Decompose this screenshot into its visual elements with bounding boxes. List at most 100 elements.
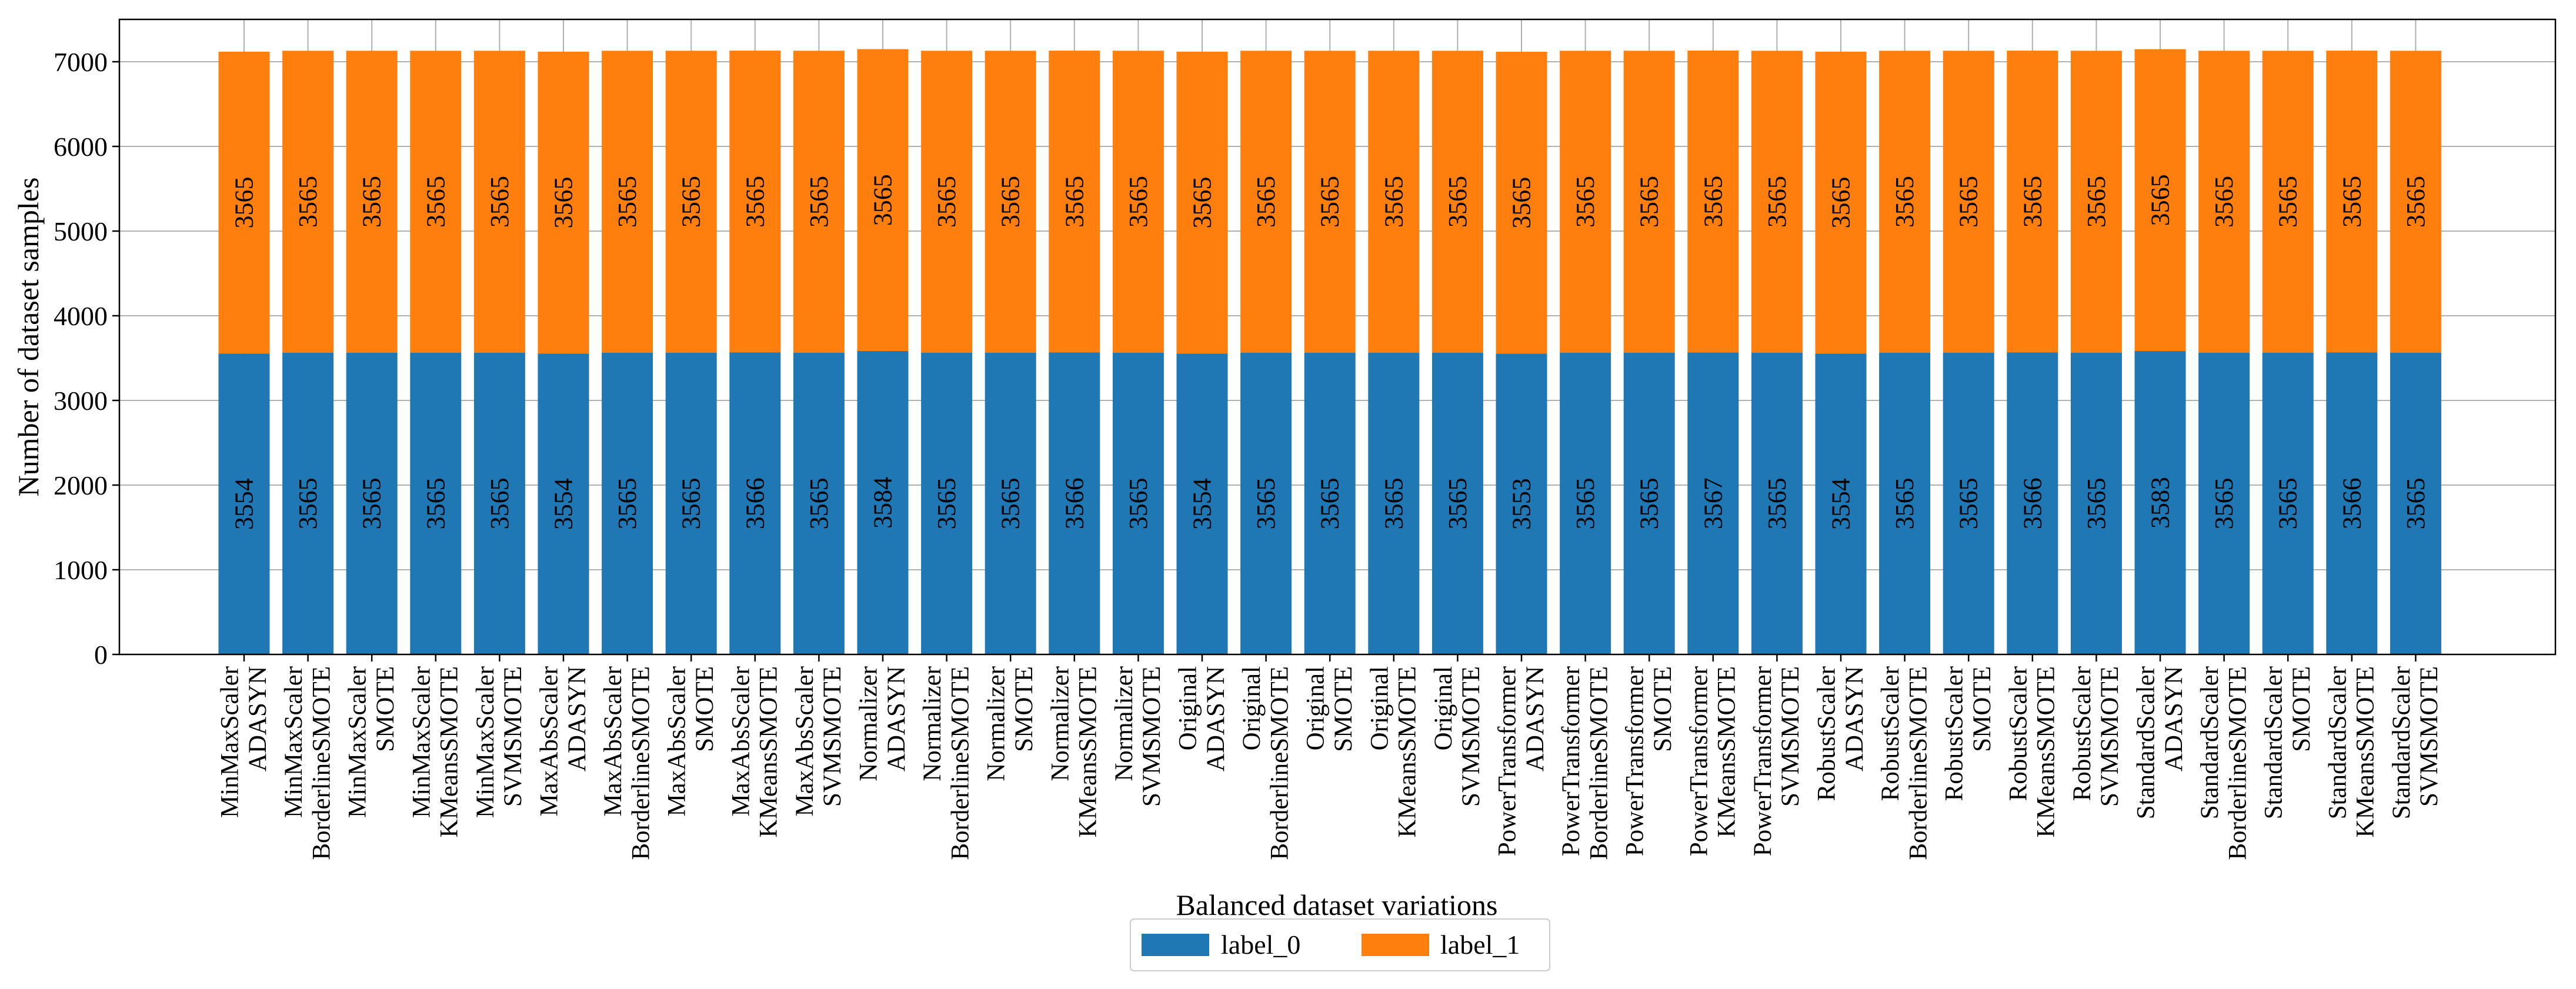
bar-value-label-1: 3565: [740, 176, 769, 228]
bar-label-0: [1496, 353, 1547, 654]
y-tick-label: 5000: [54, 216, 108, 246]
bar-value-label-0: 3565: [932, 477, 961, 529]
x-tick-label: RobustScalerSMOTE: [1941, 666, 1996, 801]
bar-value-label-1: 3565: [1571, 176, 1600, 228]
bar-label-1: [473, 51, 525, 353]
bar-value-label-0: 3565: [1316, 477, 1344, 529]
bar-value-label-1: 3565: [2018, 176, 2047, 228]
x-axis-label: Balanced dataset variations: [1176, 888, 1498, 921]
bar-value-label-1: 3565: [1507, 177, 1536, 229]
x-tick-label: RobustScalerADASYN: [1813, 666, 1868, 801]
y-axis-label: Number of dataset samples: [12, 178, 45, 497]
bar-label-0: [857, 350, 909, 654]
bar-label-1: [1879, 51, 1931, 353]
bar-label-1: [1751, 51, 1803, 353]
bar-label-1: [538, 51, 589, 354]
bar-value-label-0: 3554: [230, 478, 259, 530]
bar-value-label-0: 3565: [1379, 477, 1408, 529]
bar-label-0: [346, 352, 398, 654]
x-tick-label: MaxAbsScalerSVMSMOTE: [791, 666, 846, 817]
bar-value-label-1: 3565: [230, 177, 259, 229]
bar-value-label-1: 3565: [549, 177, 578, 229]
bar-value-label-1: 3565: [485, 176, 514, 228]
bar-value-label-1: 3565: [1060, 176, 1089, 228]
bars: [218, 49, 2441, 654]
x-tick-label: PowerTransformerADASYN: [1494, 666, 1549, 856]
bar-label-0: [1112, 352, 1164, 654]
x-tick-label: NormalizerADASYN: [855, 666, 910, 781]
bar-label-0: [410, 352, 462, 654]
bar-value-label-1: 3565: [932, 176, 961, 228]
bar-label-1: [1943, 51, 1994, 353]
bar-value-label-1: 3565: [1252, 176, 1280, 228]
bar-value-label-1: 3565: [358, 176, 386, 228]
bar-value-label-0: 3565: [996, 477, 1025, 529]
x-axis-ticks: MinMaxScalerADASYN MinMaxScalerBorderline…: [216, 654, 2443, 860]
bar-label-1: [2262, 51, 2314, 353]
bar-label-0: [1240, 352, 1292, 654]
bar-value-label-0: 3565: [1252, 477, 1280, 529]
bar-label-1: [1304, 51, 1356, 353]
bar-value-label-0: 3554: [1827, 478, 1856, 530]
bar-label-1: [1240, 51, 1292, 353]
bar-value-label-1: 3565: [613, 176, 642, 228]
bar-value-label-1: 3565: [1763, 176, 1791, 228]
bar-label-0: [282, 352, 334, 654]
bar-label-1: [346, 51, 398, 353]
bar-label-0: [2070, 352, 2122, 654]
bar-label-1: [602, 51, 653, 353]
bar-label-0: [1879, 352, 1931, 654]
bar-label-1: [1623, 51, 1675, 353]
bar-value-label-0: 3565: [805, 477, 833, 529]
bar-label-0: [921, 352, 973, 654]
bar-label-1: [2070, 51, 2122, 353]
bar-label-0: [218, 353, 270, 654]
bar-label-0: [1687, 352, 1739, 654]
x-tick-label: PowerTransformerKMeansSMOTE: [1685, 666, 1740, 856]
bar-value-label-0: 3565: [2401, 477, 2430, 529]
bar-label-0: [538, 353, 589, 654]
x-tick-label: MinMaxScalerBorderlineSMOTE: [280, 666, 335, 860]
bar-value-labels: 3554 3565 3565 3565 3565 3565 3565 3565 3565 3565…: [230, 174, 2430, 530]
bar-value-label-1: 3565: [1316, 176, 1344, 228]
x-tick-label: OriginalBorderlineSMOTE: [1238, 666, 1293, 860]
bar-label-0: [1304, 352, 1356, 654]
bar-value-label-0: 3566: [2337, 477, 2366, 529]
bar-label-1: [1112, 51, 1164, 353]
bar-value-label-0: 3565: [1443, 477, 1472, 529]
x-tick-label: StandardScalerBorderlineSMOTE: [2196, 666, 2251, 860]
legend-frame: [1130, 918, 1550, 971]
bar-label-0: [1623, 352, 1675, 654]
x-tick-label: PowerTransformerBorderlineSMOTE: [1557, 666, 1613, 860]
bar-value-label-0: 3565: [613, 477, 642, 529]
bar-value-label-1: 3565: [2210, 176, 2238, 228]
bar-label-1: [1687, 50, 1739, 353]
bar-label-0: [1751, 352, 1803, 654]
x-tick-label: RobustScalerSVMSMOTE: [2068, 666, 2124, 807]
x-tick-label: PowerTransformerSVMSMOTE: [1749, 666, 1804, 856]
bar-value-label-0: 3565: [293, 477, 322, 529]
bar-label-1: [1368, 51, 1420, 353]
bar-label-1: [2390, 51, 2441, 353]
x-tick-label: MaxAbsScalerBorderlineSMOTE: [599, 666, 655, 860]
legend: label_0 label_1: [1130, 918, 1550, 971]
bar-value-label-1: 3565: [996, 176, 1025, 228]
bar-value-label-0: 3565: [1124, 477, 1153, 529]
bar-label-1: [793, 51, 845, 353]
bar-value-label-0: 3554: [549, 478, 578, 530]
bar-value-label-1: 3565: [1827, 177, 1856, 229]
bar-value-label-1: 3565: [805, 176, 833, 228]
bar-value-label-1: 3565: [2337, 176, 2366, 228]
bar-label-1: [1432, 51, 1483, 353]
bar-value-label-0: 3565: [1763, 477, 1791, 529]
x-tick-label: MinMaxScalerKMeansSMOTE: [408, 666, 463, 837]
bar-label-0: [2262, 352, 2314, 654]
bar-value-label-1: 3565: [1699, 176, 1727, 228]
plot-frame: [118, 18, 2557, 656]
y-tick-label: 6000: [54, 132, 108, 162]
y-tick-label: 4000: [54, 301, 108, 331]
bar-label-0: [1432, 352, 1483, 654]
bar-value-label-1: 3565: [677, 176, 706, 228]
x-tick-label: StandardScalerKMeansSMOTE: [2324, 666, 2379, 837]
bar-value-label-1: 3565: [1124, 176, 1153, 228]
